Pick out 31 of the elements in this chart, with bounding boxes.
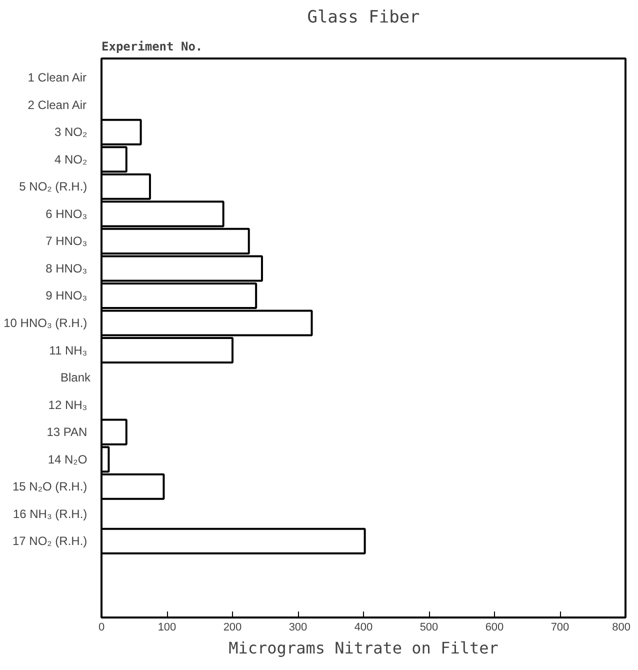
y-tick-label: 5 NO₂ (R.H.) (19, 180, 88, 194)
y-tick-label: 8 HNO₃ (46, 261, 88, 276)
y-tick-label: 1 Clean Air (28, 70, 87, 85)
chart-title: Glass Fiber (307, 8, 420, 28)
y-tick-label: 3 NO₂ (54, 125, 88, 140)
y-tick-label: 10 HNO₃ (R.H.) (4, 316, 88, 330)
y-tick-label: 11 NH₃ (49, 343, 88, 358)
x-tick-label: 0 (98, 622, 105, 634)
x-tick-label: 600 (485, 622, 504, 634)
y-tick-label: 4 NO₂ (54, 152, 88, 166)
x-tick-label: 800 (612, 622, 631, 634)
y-tick-label: 13 PAN (46, 425, 88, 440)
y-tick-label: 14 N₂O (48, 452, 88, 466)
y-tick-label: 7 HNO₃ (46, 234, 88, 248)
y-tick-label: 6 HNO₃ (46, 206, 88, 221)
x-tick-label: 200 (223, 622, 242, 634)
x-tick-label: 500 (420, 622, 438, 634)
y-tick-label: 2 Clean Air (28, 98, 87, 112)
x-tick-label: 700 (550, 622, 570, 634)
y-tick-label: 15 N₂O (R.H.) (12, 480, 88, 494)
y-axis-title: Experiment No. (102, 40, 203, 54)
x-tick-label: 100 (158, 622, 176, 634)
bar (102, 528, 366, 554)
y-tick-label: 12 NH₃ (48, 398, 88, 412)
y-tick-label: 9 HNO₃ (46, 288, 88, 303)
y-tick-label: Blank (60, 370, 92, 385)
y-tick-label: 16 NH₃ (R.H.) (12, 506, 88, 521)
x-tick-label: 400 (354, 622, 373, 634)
x-tick-label: 300 (288, 622, 308, 634)
x-axis-title: Micrograms Nitrate on Filter (228, 638, 499, 658)
y-tick-label: 17 NO₂ (R.H.) (12, 534, 88, 548)
